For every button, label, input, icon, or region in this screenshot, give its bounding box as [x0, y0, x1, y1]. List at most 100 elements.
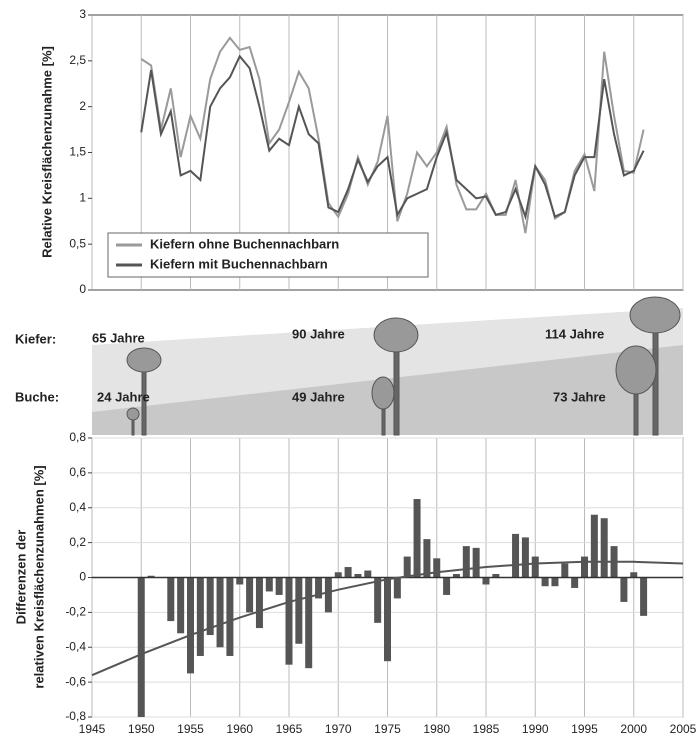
bar — [226, 577, 234, 656]
x-tick-label: 1990 — [522, 722, 549, 736]
bar — [640, 577, 648, 616]
bar — [147, 575, 155, 578]
y-tick-label: -0,4 — [65, 639, 86, 653]
bar — [324, 577, 332, 613]
y-axis-title: Relative Kreisflächenzunahme [%] — [39, 46, 54, 258]
bar — [551, 577, 559, 587]
bar — [187, 577, 194, 674]
legend-box — [107, 232, 429, 278]
bar — [167, 577, 175, 622]
bar — [374, 577, 382, 623]
bar — [334, 572, 342, 578]
buche-label: Buche: — [15, 389, 59, 404]
bar — [590, 514, 598, 578]
bar — [443, 577, 451, 595]
y-tick-label: 2 — [79, 99, 86, 113]
line-series — [140, 54, 645, 221]
y-axis-title: relativen Kreisflächenzunahmen [%] — [31, 465, 46, 688]
bar — [512, 533, 520, 578]
tree-crown — [629, 296, 681, 334]
bar — [177, 577, 185, 634]
bar — [413, 499, 421, 578]
bar — [295, 577, 303, 644]
y-tick-label: -0,8 — [65, 709, 86, 723]
x-tick-label: 1950 — [128, 722, 155, 736]
bar — [403, 556, 411, 578]
tree-crown — [371, 376, 395, 410]
trees — [126, 296, 681, 436]
age-label: 90 Jahre — [292, 326, 345, 341]
y-tick-label: 3 — [79, 7, 86, 21]
x-tick-label: 1945 — [79, 722, 106, 736]
y-tick-label: 0,5 — [69, 236, 86, 250]
bar — [236, 577, 244, 585]
bar — [541, 577, 549, 587]
x-tick-label: 1965 — [276, 722, 303, 736]
y-tick-label: -0,2 — [65, 605, 86, 619]
y-tick-label: -0,6 — [65, 674, 86, 688]
bar — [630, 572, 638, 578]
bar — [344, 567, 352, 578]
kiefer-label: Kiefer: — [15, 331, 56, 346]
bar — [196, 577, 204, 656]
y-tick-label: 1 — [79, 191, 86, 205]
x-tick-label: 1985 — [473, 722, 500, 736]
bar — [571, 577, 579, 588]
bar — [285, 577, 293, 665]
age-label: 49 Jahre — [292, 389, 345, 404]
x-tick-label: 2000 — [620, 722, 647, 736]
bar — [384, 577, 391, 662]
tree-crown — [126, 407, 140, 421]
y-tick-label: 0,4 — [69, 500, 86, 514]
tree-crown — [126, 347, 162, 373]
y-tick-label: 1,5 — [69, 145, 86, 159]
x-tick-label: 1960 — [226, 722, 253, 736]
bar — [620, 577, 628, 602]
x-tick-label: 1955 — [177, 722, 204, 736]
y-axis-title: Differenzen der — [13, 530, 28, 625]
age-label: 114 Jahre — [545, 326, 604, 341]
bar — [364, 570, 372, 578]
tree-trunk — [393, 344, 400, 436]
bar — [265, 577, 273, 592]
legend-label: Kiefern mit Buchennachbarn — [150, 256, 328, 271]
age-label: 65 Jahre — [92, 330, 145, 345]
bar — [472, 547, 480, 578]
age-label: 73 Jahre — [553, 389, 606, 404]
bar — [216, 577, 224, 648]
y-tick-label: 0 — [79, 282, 86, 296]
x-tick-label: 1970 — [325, 722, 352, 736]
bar — [246, 577, 254, 613]
bar — [462, 546, 470, 578]
bar — [452, 574, 460, 578]
legend-label: Kiefern ohne Buchennachbarn — [150, 236, 339, 251]
x-tick-label: 1995 — [571, 722, 598, 736]
bar — [561, 563, 569, 578]
age-label: 24 Jahre — [97, 389, 150, 404]
bar — [482, 577, 490, 585]
bar — [393, 577, 401, 599]
bar — [137, 577, 145, 717]
tree-crown — [373, 317, 419, 353]
tree-crown — [615, 345, 657, 395]
bar — [600, 518, 608, 578]
bar — [305, 577, 313, 669]
bar — [255, 577, 263, 629]
y-tick-label: 0,2 — [69, 535, 86, 549]
bar — [275, 577, 283, 595]
bar — [492, 574, 500, 578]
bar — [354, 574, 362, 578]
bar — [581, 556, 588, 578]
y-tick-label: 0,8 — [69, 430, 86, 444]
x-tick-label: 2005 — [670, 722, 697, 736]
bar — [423, 539, 431, 578]
y-tick-label: 2,5 — [69, 53, 86, 67]
trend-line — [91, 560, 684, 677]
y-tick-label: 0 — [79, 570, 86, 584]
y-tick-label: 0,6 — [69, 465, 86, 479]
bar — [521, 537, 529, 578]
bar — [531, 556, 539, 578]
bar — [206, 577, 214, 636]
x-tick-label: 1980 — [423, 722, 450, 736]
bar — [315, 577, 323, 599]
